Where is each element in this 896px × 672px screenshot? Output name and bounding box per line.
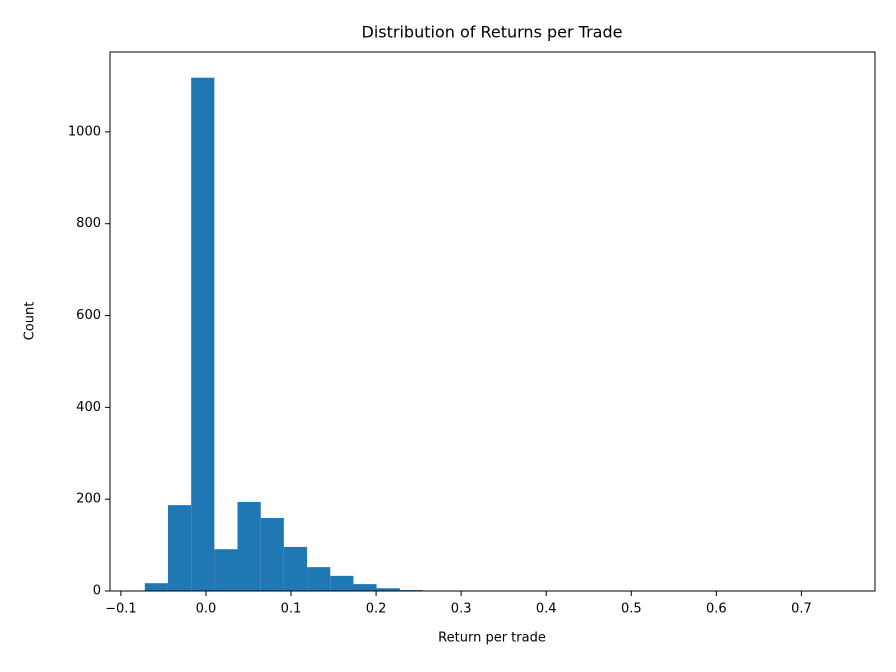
bar: [237, 501, 261, 591]
x-tick-label: 0.6: [706, 602, 727, 617]
bar: [260, 518, 284, 591]
y-tick-label: 200: [76, 492, 101, 507]
plot-frame: [109, 51, 876, 592]
bar: [167, 505, 192, 591]
bar: [376, 588, 400, 591]
bar: [144, 583, 168, 591]
bar: [214, 549, 238, 591]
bar: [191, 77, 215, 591]
bar: [353, 584, 377, 591]
y-axis-label: Count: [23, 302, 38, 341]
x-tick-label: 0.4: [536, 602, 557, 617]
x-tick-label: 0.5: [621, 602, 642, 617]
y-tick-label: 1000: [68, 124, 101, 139]
x-tick-label: 0.3: [451, 602, 472, 617]
x-axis-label: Return per trade: [438, 631, 546, 646]
y-tick-label: 400: [76, 400, 101, 415]
y-tick-label: 600: [76, 308, 101, 323]
y-tick-label: 0: [93, 584, 101, 599]
bar: [307, 567, 331, 591]
x-tick-label: 0.7: [791, 602, 812, 617]
y-tick-label: 800: [76, 216, 101, 231]
chart-title: Distribution of Returns per Trade: [362, 23, 623, 42]
x-tick-label: 0.0: [196, 602, 217, 617]
bar: [283, 546, 308, 591]
bar: [330, 575, 354, 591]
x-tick-label: −0.1: [105, 602, 137, 617]
x-tick-label: 0.2: [366, 602, 387, 617]
x-tick-label: 0.1: [281, 602, 302, 617]
